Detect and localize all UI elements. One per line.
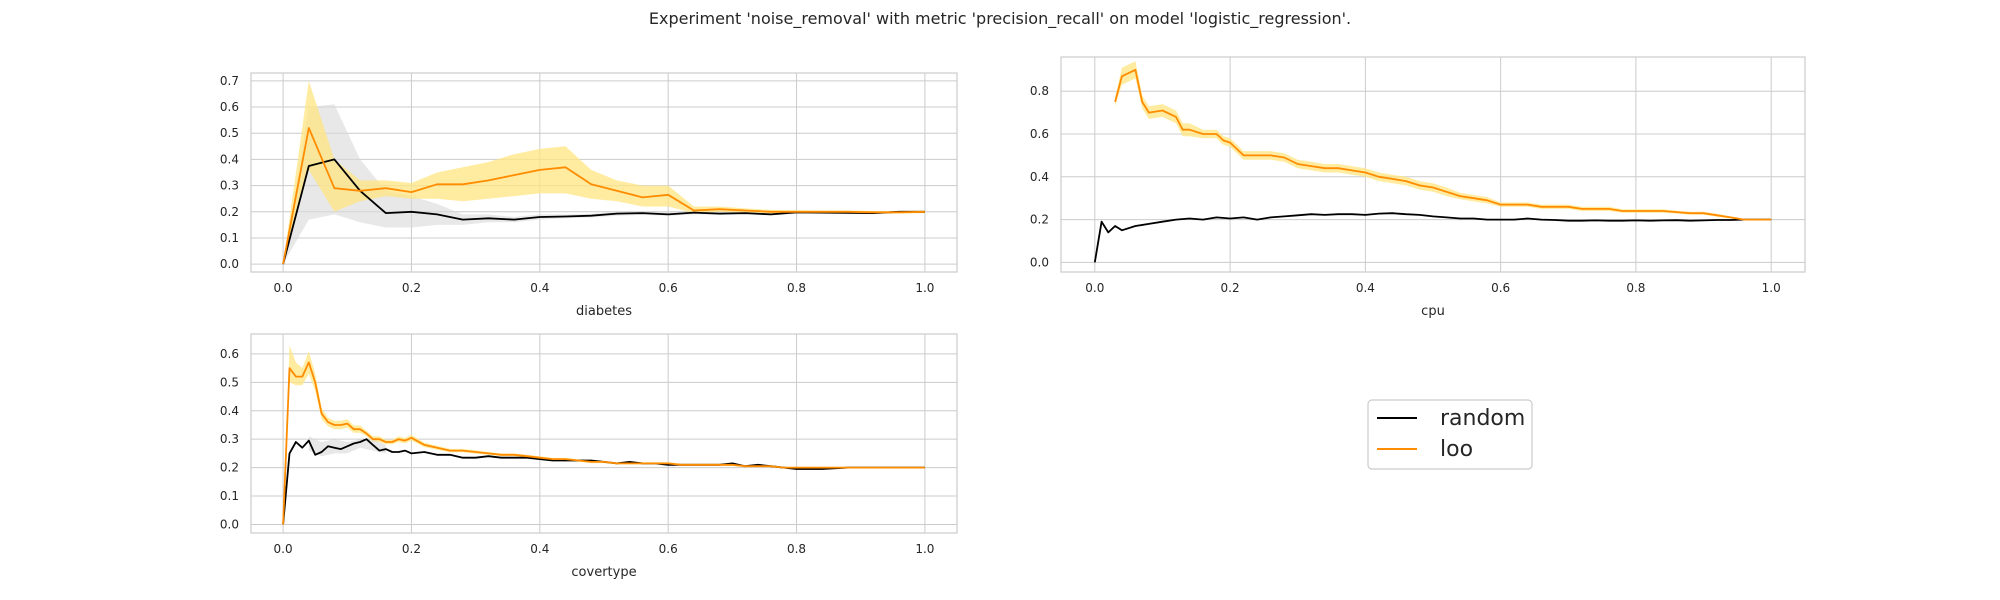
- x-tick-label: 0.4: [1356, 281, 1375, 295]
- y-tick-label: 0.6: [220, 100, 239, 114]
- random-series-line: [1093, 212, 1772, 263]
- x-tick-label: 0.2: [402, 281, 421, 295]
- x-tick-label: 0.0: [1085, 281, 1104, 295]
- y-tick-label: 0.2: [220, 205, 239, 219]
- x-tick-label: 0.2: [1221, 281, 1240, 295]
- x-tick-label: 0.4: [530, 542, 549, 556]
- y-tick-label: 0.1: [220, 489, 239, 503]
- y-tick-label: 0.6: [1030, 127, 1049, 141]
- loo-confidence-band: [283, 80, 925, 265]
- y-tick-label: 0.7: [220, 74, 239, 88]
- x-tick-label: 0.0: [274, 281, 293, 295]
- loo-series-line: [282, 361, 925, 525]
- y-tick-label: 0.3: [220, 432, 239, 446]
- figure-title: Experiment 'noise_removal' with metric '…: [649, 9, 1351, 29]
- x-axis-label: diabetes: [576, 304, 632, 319]
- loo-series-line: [282, 127, 925, 265]
- x-tick-label: 1.0: [915, 281, 934, 295]
- x-tick-label: 0.0: [274, 542, 293, 556]
- subplot-covertype: 0.0 0.2 0.4 0.6 0.8 1.0 0.0 0.1 0.2 0.3 0.4 0.5 0.6 c…: [220, 333, 958, 580]
- loo-series-line: [1114, 68, 1772, 221]
- y-tick-label: 0.0: [220, 257, 239, 271]
- x-tick-label: 0.2: [402, 542, 421, 556]
- x-tick-label: 0.6: [1491, 281, 1510, 295]
- subplot-diabetes: 0.0 0.2 0.4 0.6 0.8 1.0 0.0 0.1 0.2 0.3 0.4 0.5 0.6 0…: [220, 72, 958, 319]
- legend-label-loo: loo: [1440, 437, 1473, 462]
- y-tick-label: 0.5: [220, 126, 239, 140]
- legend-label-random: random: [1440, 406, 1525, 431]
- y-tick-label: 0.8: [1030, 84, 1049, 98]
- y-tick-label: 0.4: [220, 152, 239, 166]
- y-tick-label: 0.0: [220, 517, 239, 531]
- x-tick-label: 1.0: [915, 542, 934, 556]
- x-axis-label: cpu: [1421, 304, 1445, 319]
- loo-confidence-band: [1115, 61, 1772, 221]
- y-tick-label: 0.4: [220, 404, 239, 418]
- x-tick-label: 0.4: [530, 281, 549, 295]
- x-tick-label: 0.6: [659, 281, 678, 295]
- subplot-cpu: 0.0 0.2 0.4 0.6 0.8 1.0 0.0 0.2 0.4 0.6 0.8 cpu: [1030, 56, 1806, 319]
- loo-confidence-band: [283, 345, 925, 525]
- random-confidence-band: [283, 104, 925, 265]
- y-tick-label: 0.0: [1030, 255, 1049, 269]
- y-tick-label: 0.4: [1030, 170, 1049, 184]
- x-axis-label: covertype: [571, 565, 636, 580]
- axes-frame: [250, 333, 958, 534]
- y-tick-label: 0.5: [220, 375, 239, 389]
- axes-frame: [250, 72, 958, 273]
- x-tick-label: 1.0: [1762, 281, 1781, 295]
- x-tick-label: 0.6: [659, 542, 678, 556]
- y-tick-label: 0.3: [220, 179, 239, 193]
- x-tick-label: 0.8: [1626, 281, 1645, 295]
- y-tick-label: 0.2: [220, 461, 239, 475]
- y-tick-label: 0.6: [220, 347, 239, 361]
- axes-frame: [1060, 56, 1806, 273]
- x-tick-label: 0.8: [787, 281, 806, 295]
- x-tick-label: 0.8: [787, 542, 806, 556]
- legend: random loo: [1367, 399, 1533, 470]
- y-tick-label: 0.1: [220, 231, 239, 245]
- y-tick-label: 0.2: [1030, 213, 1049, 227]
